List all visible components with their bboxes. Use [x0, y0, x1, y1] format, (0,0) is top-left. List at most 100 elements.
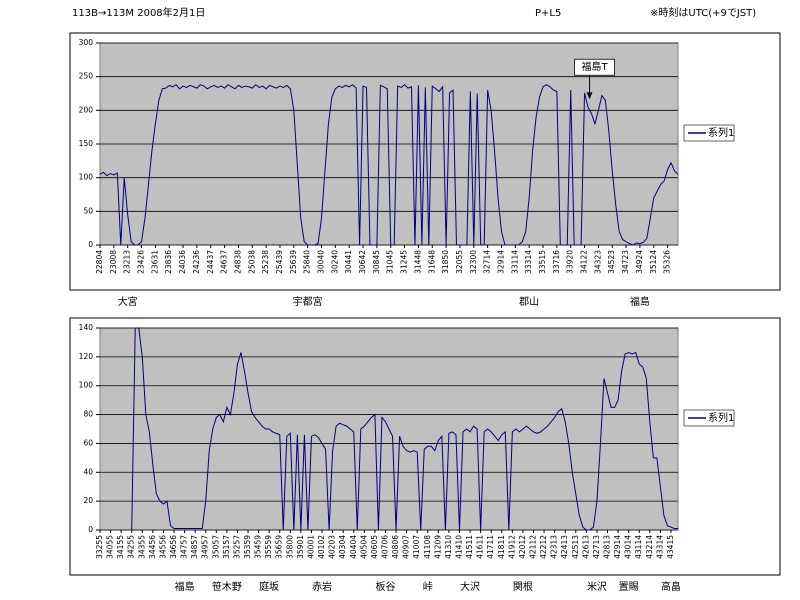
x-tick-label: 42313	[550, 535, 559, 559]
station-label: 郡山	[519, 296, 539, 308]
x-tick-label: 32914	[496, 250, 505, 274]
x-tick-label: 24838	[233, 250, 242, 274]
legend-label: 系列1	[708, 411, 734, 424]
x-tick-label: 23426	[137, 250, 146, 274]
legend-label: 系列1	[708, 126, 734, 139]
x-tick-label: 30441	[344, 250, 353, 274]
x-tick-label: 42012	[518, 535, 527, 559]
station-label: 笹木野	[212, 580, 242, 593]
legend-box	[683, 409, 735, 427]
series-line	[131, 327, 678, 531]
x-tick-label: 34957	[201, 535, 210, 559]
x-tick-label: 35901	[296, 535, 305, 559]
x-tick-label: 25038	[247, 250, 256, 274]
x-tick-label: 43014	[624, 535, 633, 559]
x-tick-label: 42914	[613, 535, 622, 559]
x-tick-label: 34723	[621, 250, 630, 274]
x-tick-label: 41410	[454, 535, 463, 559]
y-tick-label: 40	[83, 467, 93, 476]
x-tick-label: 31045	[386, 250, 395, 274]
x-tick-label: 22804	[95, 250, 104, 274]
x-tick-label: 31648	[427, 250, 436, 274]
x-tick-label: 33255	[95, 535, 104, 559]
x-tick-label: 42112	[529, 535, 538, 559]
y-tick-label: 100	[79, 173, 94, 182]
x-tick-label: 34456	[148, 535, 157, 559]
x-tick-label: 34323	[593, 250, 602, 274]
x-tick-label: 25639	[289, 250, 298, 274]
x-tick-label: 33716	[552, 250, 561, 274]
station-label: 赤岩	[312, 580, 332, 593]
y-tick-label: 20	[83, 496, 93, 505]
x-tick-label: 31448	[413, 250, 422, 274]
legend-box	[683, 124, 735, 142]
x-tick-label: 33314	[524, 250, 533, 274]
x-tick-label: 35124	[649, 250, 658, 274]
x-tick-label: 43214	[645, 535, 654, 559]
x-tick-label: 41007	[412, 535, 421, 559]
y-tick-label: 80	[83, 410, 93, 419]
x-tick-label: 35559	[264, 535, 273, 559]
y-tick-label: 0	[88, 240, 93, 249]
x-tick-label: 24637	[220, 250, 229, 274]
x-tick-label: 34523	[607, 250, 616, 274]
x-tick-label: 33920	[566, 250, 575, 274]
x-tick-label: 40806	[391, 535, 400, 559]
x-tick-label: 43415	[666, 535, 675, 559]
x-tick-label: 25238	[261, 250, 270, 274]
x-tick-label: 34155	[116, 535, 125, 559]
x-tick-label: 34924	[635, 250, 644, 274]
x-tick-label: 41511	[465, 535, 474, 559]
x-tick-label: 35326	[663, 250, 672, 274]
x-tick-label: 34355	[137, 535, 146, 559]
y-tick-label: 120	[79, 352, 94, 361]
x-tick-label: 35257	[232, 535, 241, 559]
x-tick-label: 41310	[444, 535, 453, 559]
y-tick-label: 100	[79, 381, 94, 390]
station-label: 大沢	[460, 580, 480, 593]
x-tick-label: 34656	[169, 535, 178, 559]
y-tick-label: 200	[79, 105, 94, 114]
station-label: 高畠	[661, 580, 681, 593]
annotation-box	[574, 58, 615, 76]
y-tick-label: 150	[79, 139, 94, 148]
station-label: 峠	[423, 581, 433, 593]
x-tick-label: 42713	[592, 535, 601, 559]
x-tick-label: 34255	[127, 535, 136, 559]
x-tick-label: 40304	[338, 535, 347, 559]
station-label: 庭坂	[259, 580, 279, 593]
x-tick-label: 42613	[581, 535, 590, 559]
header-right: ※時刻はUTC(+9でJST)	[650, 6, 756, 19]
x-tick-label: 42813	[603, 535, 612, 559]
x-tick-label: 32055	[455, 250, 464, 274]
x-tick-label: 41711	[486, 535, 495, 559]
x-tick-label: 40504	[359, 535, 368, 559]
x-tick-label: 31245	[400, 250, 409, 274]
x-tick-label: 34757	[180, 535, 189, 559]
x-tick-label: 40404	[349, 535, 358, 559]
x-tick-label: 40907	[402, 535, 411, 559]
station-label: 福島	[175, 580, 195, 593]
x-tick-label: 30240	[330, 250, 339, 274]
x-tick-label: 35157	[222, 535, 231, 559]
x-tick-label: 40001	[306, 535, 315, 559]
x-tick-label: 34122	[580, 250, 589, 274]
y-tick-label: 140	[79, 323, 94, 332]
x-tick-label: 35659	[275, 535, 284, 559]
x-tick-label: 40605	[370, 535, 379, 559]
x-tick-label: 23836	[164, 250, 173, 274]
station-label: 米沢	[587, 580, 607, 593]
annotation-label: 福島T	[581, 60, 608, 73]
station-label: 板谷	[375, 580, 395, 593]
x-tick-label: 35057	[211, 535, 220, 559]
x-tick-label: 35459	[254, 535, 263, 559]
x-tick-label: 23213	[123, 250, 132, 274]
x-tick-label: 34857	[190, 535, 199, 559]
x-tick-label: 42513	[571, 535, 580, 559]
x-tick-label: 35800	[285, 535, 294, 559]
header-center: P+L5	[535, 8, 561, 19]
x-tick-label: 40706	[380, 535, 389, 559]
station-label: 宇都宮	[293, 295, 323, 308]
header-left: 113B→113M 2008年2月1日	[72, 6, 205, 19]
